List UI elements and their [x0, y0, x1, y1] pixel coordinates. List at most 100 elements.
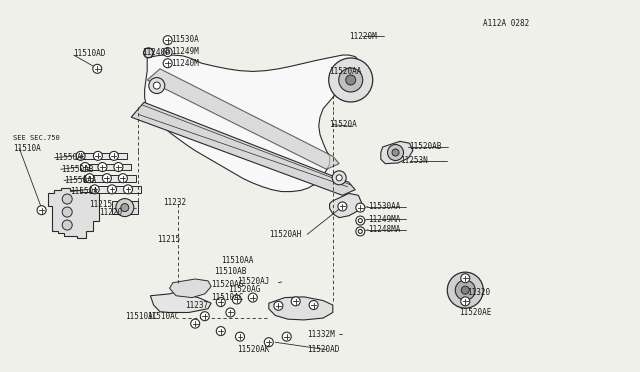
Text: 11249MA: 11249MA: [368, 215, 401, 224]
Circle shape: [62, 207, 72, 217]
Text: 11248MA: 11248MA: [368, 225, 401, 234]
Circle shape: [154, 82, 160, 89]
Text: 11240P: 11240P: [142, 48, 170, 57]
Text: 11332M: 11332M: [307, 330, 335, 339]
Circle shape: [108, 185, 116, 194]
Polygon shape: [339, 69, 364, 74]
Text: 11520A: 11520A: [330, 120, 357, 129]
Text: 11530AA: 11530AA: [368, 202, 401, 211]
Text: 11550AB: 11550AB: [61, 165, 93, 174]
Circle shape: [216, 298, 225, 307]
Text: 11520AJ: 11520AJ: [237, 278, 269, 286]
Text: 11550AC: 11550AC: [54, 153, 87, 162]
Text: 11530A: 11530A: [172, 35, 199, 44]
Circle shape: [93, 151, 102, 160]
Text: 11510AA: 11510AA: [221, 256, 253, 265]
Circle shape: [163, 48, 172, 57]
Polygon shape: [145, 55, 358, 192]
Text: 11215: 11215: [90, 200, 113, 209]
Circle shape: [62, 220, 72, 230]
Circle shape: [124, 185, 132, 194]
Text: 11510AC: 11510AC: [211, 293, 244, 302]
Circle shape: [191, 319, 200, 328]
Circle shape: [93, 64, 102, 73]
Circle shape: [356, 203, 365, 212]
Text: SEE SEC.750: SEE SEC.750: [13, 135, 60, 141]
Text: 11510AC: 11510AC: [147, 312, 180, 321]
Circle shape: [332, 171, 346, 185]
Text: 11520AD: 11520AD: [307, 345, 340, 354]
Circle shape: [76, 151, 85, 160]
Text: A112A 0282: A112A 0282: [483, 19, 529, 28]
Polygon shape: [80, 164, 131, 170]
Polygon shape: [269, 297, 333, 320]
Polygon shape: [112, 201, 138, 214]
Circle shape: [461, 274, 470, 283]
Circle shape: [274, 301, 283, 310]
Circle shape: [356, 227, 365, 236]
Circle shape: [216, 327, 225, 336]
Circle shape: [329, 58, 372, 102]
Circle shape: [166, 50, 170, 54]
Circle shape: [248, 293, 257, 302]
Polygon shape: [456, 277, 475, 303]
Text: 11320: 11320: [467, 288, 490, 296]
Polygon shape: [84, 175, 136, 182]
Text: 11550A: 11550A: [70, 187, 98, 196]
Circle shape: [282, 332, 291, 341]
Circle shape: [461, 286, 469, 294]
Text: 11253N: 11253N: [400, 156, 428, 165]
Circle shape: [200, 312, 209, 321]
Text: 11220: 11220: [99, 208, 122, 217]
Circle shape: [338, 202, 347, 211]
Text: 11520AH: 11520AH: [269, 230, 301, 239]
Polygon shape: [90, 186, 141, 193]
Text: 11240M: 11240M: [172, 59, 199, 68]
Text: 11520AK: 11520AK: [237, 345, 269, 354]
Circle shape: [116, 199, 134, 217]
Circle shape: [143, 48, 154, 58]
Circle shape: [81, 163, 90, 171]
Text: 11520AB: 11520AB: [410, 142, 442, 151]
Text: 11510AC: 11510AC: [125, 312, 158, 321]
Circle shape: [236, 332, 244, 341]
Text: 11520AE: 11520AE: [460, 308, 492, 317]
Polygon shape: [381, 141, 413, 164]
Polygon shape: [131, 102, 355, 195]
Text: 11510AD: 11510AD: [74, 49, 106, 58]
Text: 11510A: 11510A: [13, 144, 40, 153]
Text: 11510AB: 11510AB: [214, 267, 247, 276]
Circle shape: [85, 174, 94, 183]
Circle shape: [90, 185, 99, 194]
Circle shape: [102, 174, 111, 183]
Circle shape: [447, 272, 483, 308]
Text: 11249M: 11249M: [172, 47, 199, 56]
Polygon shape: [147, 69, 339, 169]
Text: 11215: 11215: [157, 235, 180, 244]
Text: 11520AA: 11520AA: [330, 67, 362, 76]
Circle shape: [392, 149, 399, 156]
Circle shape: [291, 297, 300, 306]
Polygon shape: [330, 193, 362, 218]
Circle shape: [163, 59, 172, 68]
Circle shape: [388, 144, 404, 161]
Circle shape: [98, 163, 107, 171]
Circle shape: [121, 203, 129, 212]
Text: 11520AG: 11520AG: [228, 285, 260, 294]
Text: 11232: 11232: [163, 198, 186, 207]
Polygon shape: [48, 188, 99, 238]
Circle shape: [356, 216, 365, 225]
Text: 11550AA: 11550AA: [64, 176, 97, 185]
Text: 11237: 11237: [186, 301, 209, 310]
Circle shape: [358, 230, 362, 233]
Circle shape: [109, 151, 118, 160]
Polygon shape: [170, 279, 211, 298]
Circle shape: [264, 338, 273, 347]
Circle shape: [309, 301, 318, 310]
Circle shape: [114, 163, 123, 171]
Polygon shape: [150, 292, 211, 312]
Polygon shape: [339, 86, 364, 91]
Circle shape: [37, 206, 46, 215]
Circle shape: [336, 175, 342, 181]
Circle shape: [461, 297, 470, 306]
